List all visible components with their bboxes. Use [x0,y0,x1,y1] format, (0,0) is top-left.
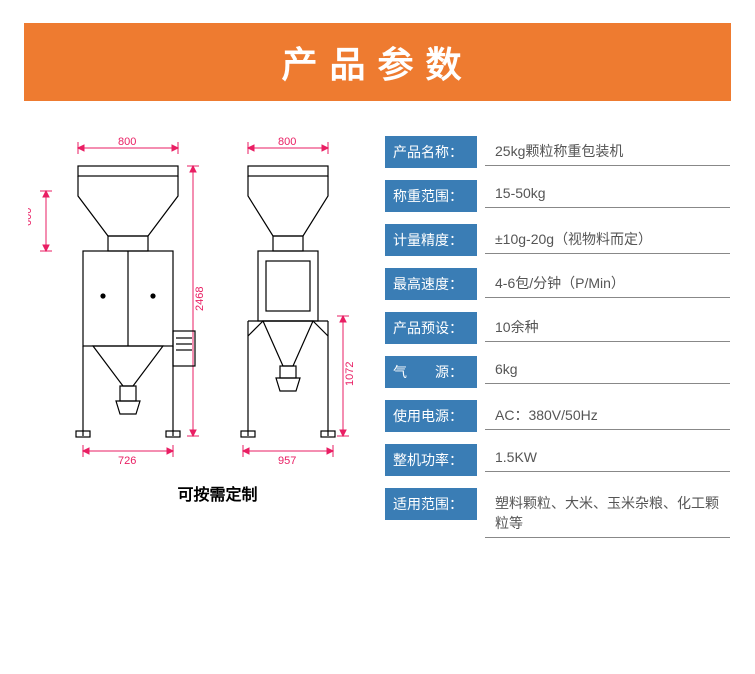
dim-full-height: 2468 [194,287,206,311]
page-title: 产品参数 [281,36,473,88]
spec-row: 最高速度： 4-6包/分钟（P/Min） [385,268,730,300]
spec-label: 使用电源： [385,400,477,432]
spec-value: ±10g-20g（视物料而定） [485,224,730,254]
spec-label: 计量精度： [385,224,477,256]
dim-side-top-width: 800 [278,136,296,148]
spec-label: 产品预设： [385,312,477,344]
spec-value: 10余种 [485,312,730,342]
drawing-caption: 可按需定制 [20,481,385,505]
spec-label: 产品名称： [385,136,477,168]
front-view-drawing: 800 600 2468 [28,136,208,466]
spec-label: 整机功率： [385,444,477,476]
spec-value: 25kg颗粒称重包装机 [485,136,730,166]
spec-label: 气 源： [385,356,477,388]
spec-row: 产品名称： 25kg颗粒称重包装机 [385,136,730,168]
header-banner: 产品参数 [24,23,731,101]
dim-side-bottom-width: 957 [278,455,296,466]
dim-bottom-width: 726 [118,455,136,466]
spec-label: 最高速度： [385,268,477,300]
spec-value: 4-6包/分钟（P/Min） [485,268,730,298]
spec-value: 1.5KW [485,444,730,472]
spec-row: 计量精度： ±10g-20g（视物料而定） [385,224,730,256]
spec-row: 气 源： 6kg [385,356,730,388]
drawing-panel: 800 600 2468 [0,136,385,550]
spec-value: 15-50kg [485,180,730,208]
spec-row: 整机功率： 1.5KW [385,444,730,476]
spec-label: 称重范围： [385,180,477,212]
side-view-drawing: 800 1072 957 [218,136,378,466]
spec-value: AC：380V/50Hz [485,400,730,430]
spec-row: 称重范围： 15-50kg [385,180,730,212]
content-area: 800 600 2468 [0,136,755,550]
spec-label: 适用范围： [385,488,477,520]
dim-top-width: 800 [118,136,136,148]
spec-value: 6kg [485,356,730,384]
spec-row: 产品预设： 10余种 [385,312,730,344]
spec-row: 适用范围：塑料颗粒、大米、玉米杂粮、化工颗粒等 [385,488,730,538]
specs-table: 产品名称： 25kg颗粒称重包装机称重范围： 15-50kg 计量精度： ±10g-20… [385,136,750,550]
dim-side-lower-height: 1072 [344,362,356,386]
dim-left-height: 600 [28,208,34,226]
spec-row: 使用电源： AC：380V/50Hz [385,400,730,432]
spec-value: 塑料颗粒、大米、玉米杂粮、化工颗粒等 [485,488,730,538]
